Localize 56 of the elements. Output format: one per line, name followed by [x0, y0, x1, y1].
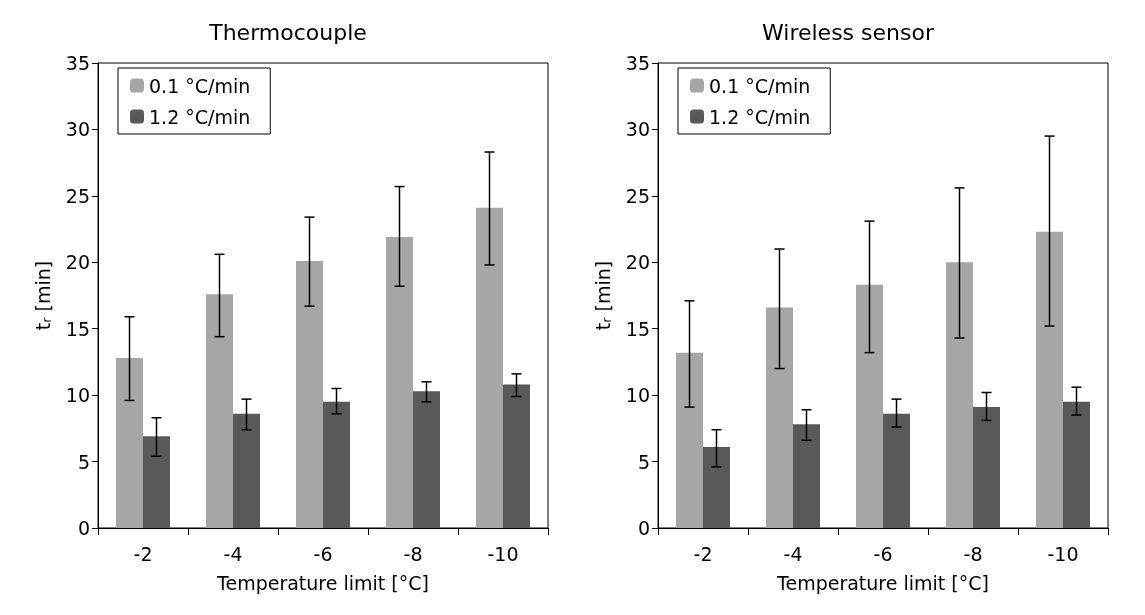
bar [703, 446, 730, 528]
bar [793, 424, 820, 528]
y-axis-title: tr [min] [31, 260, 54, 331]
y-tick-label: 35 [625, 52, 650, 74]
x-tick-label: -6 [873, 542, 893, 565]
y-tick-label: 30 [625, 118, 650, 141]
y-tick-label: 25 [625, 184, 650, 207]
x-tick-label: -2 [133, 542, 153, 565]
y-axis-title: tr [min] [591, 260, 614, 331]
bar [856, 284, 883, 528]
bar [386, 237, 413, 528]
y-tick-label: 0 [637, 517, 650, 539]
legend-label: 1.2 °C/min [149, 105, 251, 128]
bar [143, 436, 170, 528]
bar [413, 391, 440, 528]
y-tick-label: 10 [625, 384, 650, 407]
y-tick-label: 0 [77, 517, 90, 539]
y-tick-label: 15 [625, 317, 650, 340]
x-tick-label: -6 [313, 542, 333, 565]
x-axis-title: Temperature limit [°C] [776, 571, 989, 594]
bar [883, 413, 910, 528]
bar [1063, 401, 1090, 528]
x-axis-title: Temperature limit [°C] [216, 571, 429, 594]
y-tick-label: 15 [65, 317, 90, 340]
x-tick-label: -10 [1047, 542, 1079, 565]
y-tick-label: 30 [65, 118, 90, 141]
bar [206, 294, 233, 528]
bar [116, 357, 143, 528]
y-tick-label: 10 [65, 384, 90, 407]
bar [766, 307, 793, 528]
chart-title: Wireless sensor [762, 19, 935, 45]
y-tick-label: 25 [65, 184, 90, 207]
legend-label: 0.1 °C/min [709, 74, 811, 97]
legend-label: 0.1 °C/min [149, 74, 251, 97]
y-tick-label: 20 [625, 251, 650, 274]
x-tick-label: -4 [783, 542, 803, 565]
bar [476, 207, 503, 528]
x-tick-label: -8 [403, 542, 423, 565]
bar [503, 384, 530, 528]
y-tick-label: 20 [65, 251, 90, 274]
x-tick-label: -8 [963, 542, 983, 565]
bar [323, 401, 350, 528]
y-tick-label: 5 [77, 450, 90, 473]
y-tick-label: 35 [65, 52, 90, 74]
bar [233, 413, 260, 528]
chart-title: Thermocouple [208, 19, 367, 45]
bar [973, 407, 1000, 528]
legend-label: 1.2 °C/min [709, 105, 811, 128]
x-tick-label: -10 [487, 542, 519, 565]
x-tick-label: -4 [223, 542, 243, 565]
x-tick-label: -2 [693, 542, 713, 565]
y-tick-label: 5 [637, 450, 650, 473]
bar [1036, 231, 1063, 528]
bar [296, 260, 323, 528]
bar [676, 352, 703, 528]
bar [946, 262, 973, 528]
